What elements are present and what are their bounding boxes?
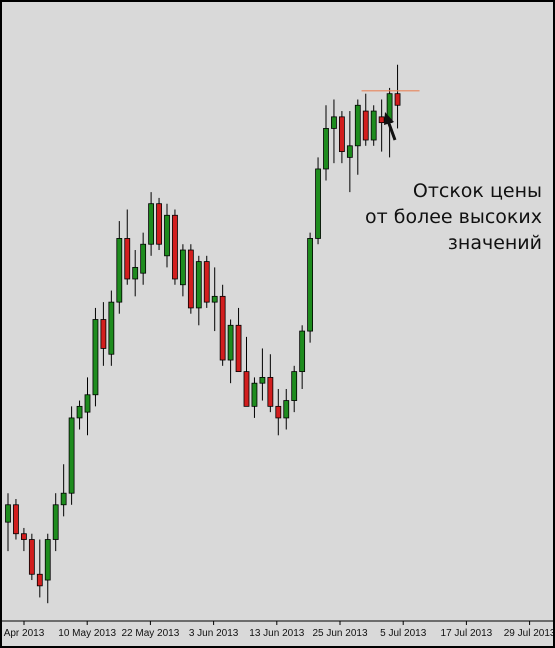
candle-body-bullish [5,504,11,523]
candle-body-bullish [370,110,377,141]
candle-body-bullish [195,261,202,309]
candle-body-bearish [338,116,345,152]
candle-body-bearish [394,93,401,106]
candle-body-bullish [299,330,306,373]
annotation-line-3: значений [447,232,542,254]
candle-body-bearish [203,261,210,303]
candle-body-bearish [28,539,35,575]
candle-body-bullish [346,145,353,158]
candle-body-bullish [76,405,83,419]
candle-body-bullish [291,371,298,401]
candle-body-bearish [100,319,107,349]
x-tick-label: Apr 2013 [4,628,45,639]
x-tick-label: 3 Jun 2013 [189,628,239,639]
candle-body-bearish [267,376,274,407]
candle-body-bullish [148,203,155,245]
candle-body-bearish [275,405,282,419]
candle-body-bearish [243,371,250,407]
candle-body-bullish [211,295,218,303]
candle-body-bearish [156,203,162,245]
candle-body-bullish [68,417,75,494]
candle-body-bullish [354,104,361,147]
x-tick-label: 22 May 2013 [121,628,179,639]
candle-body-bullish [60,492,67,506]
candle-body-bullish [140,243,147,274]
candle-body-bearish [13,504,19,535]
candle-body-bearish [172,214,178,280]
x-tick-label: 29 Jul 2013 [504,628,553,639]
candle-body-bullish [323,128,329,170]
candle-body-bullish [132,266,139,280]
x-tick-label: 17 Jul 2013 [441,628,493,639]
candle-body-bearish [36,573,43,587]
x-tick-label: 25 Jun 2013 [312,628,367,639]
candle-body-bullish [44,539,51,581]
candle-body-bullish [84,394,91,413]
annotation-line-2: от более высоких [365,206,542,228]
x-tick-label: 10 May 2013 [58,628,116,639]
candle-body-bearish [362,110,369,141]
candle-body-bullish [331,116,337,129]
candle-body-bullish [307,238,314,332]
chart-annotation: Отскок цены от более высоких значений [332,178,542,256]
candle-body-bearish [124,238,131,280]
candle-body-bullish [259,376,266,384]
arrow-head-icon [384,112,394,125]
candle-body-bearish [187,249,194,309]
candle-body-bullish [227,324,234,361]
candle-body-bullish [52,504,59,540]
candle-body-bearish [20,533,27,540]
x-tick-label: 5 Jul 2013 [380,628,427,639]
candle-body-bullish [92,319,99,396]
candle-body-bullish [108,301,115,355]
candle-body-bearish [378,116,385,124]
candle-body-bullish [116,238,123,303]
x-tick-label: 13 Jun 2013 [249,628,304,639]
candle-body-bullish [283,400,290,419]
candle-body-bullish [251,382,258,407]
candle-body-bullish [179,249,186,286]
candle-body-bullish [164,214,170,257]
candle-body-bearish [219,295,226,361]
candle-body-bullish [315,168,321,239]
candle-body-bearish [235,324,242,373]
annotation-line-1: Отскок цены [412,180,542,202]
